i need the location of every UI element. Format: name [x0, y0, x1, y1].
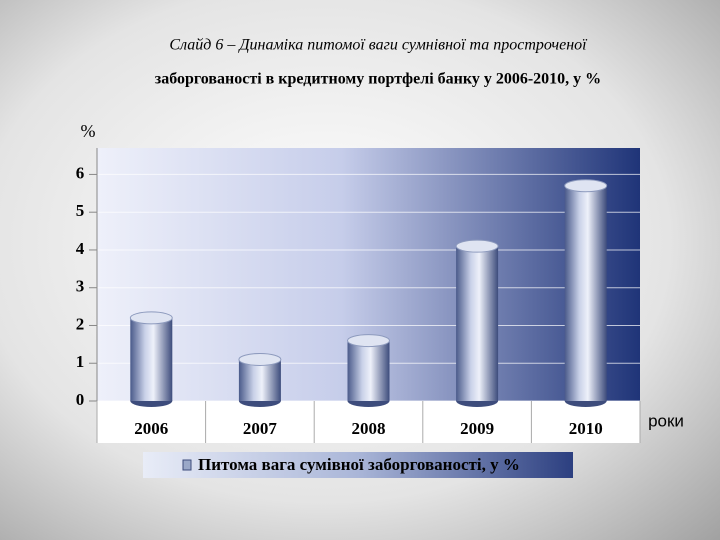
y-tick-label: 2 — [76, 314, 85, 333]
cylinder-body — [347, 340, 390, 401]
y-tick-label: 4 — [76, 239, 85, 258]
title-line: заборгованості в кредитному портфелі бан… — [155, 71, 601, 88]
cylinder-bar — [564, 179, 608, 407]
y-tick-label: 5 — [76, 201, 85, 220]
title-line: Слайд 6 – Динаміка питомої ваги сумнівно… — [169, 37, 588, 54]
x-tick-label: 2009 — [460, 419, 494, 438]
cylinder-bar — [347, 334, 390, 407]
x-tick-label: 2007 — [243, 419, 278, 438]
cylinder-body — [456, 246, 499, 401]
cylinder-top — [238, 352, 282, 366]
cylinder-bar — [238, 352, 282, 407]
legend-swatch — [182, 459, 192, 471]
legend-box — [143, 452, 573, 478]
cylinder-top — [455, 239, 499, 253]
cylinder-bar — [129, 311, 173, 407]
legend-label: Питома вага сумівної заборгованості, у % — [198, 455, 520, 474]
cylinder-top — [347, 334, 390, 348]
cylinder-body — [238, 359, 281, 401]
y-tick-label: 6 — [76, 163, 85, 182]
y-tick-label: 0 — [76, 390, 85, 409]
y-tick-label: 3 — [76, 277, 85, 296]
cylinder-top — [129, 311, 173, 325]
cylinder-body — [564, 185, 607, 401]
floor — [97, 401, 640, 443]
cylinder-bar — [455, 239, 499, 407]
x-tick-label: 2010 — [569, 419, 603, 438]
y-axis-label: % — [81, 121, 96, 141]
cylinder-top — [564, 179, 608, 193]
x-axis-label: роки — [648, 411, 684, 430]
cylinder-body — [130, 317, 173, 401]
x-tick-label: 2006 — [134, 419, 168, 438]
y-tick-label: 1 — [76, 352, 85, 371]
x-tick-label: 2008 — [352, 419, 386, 438]
